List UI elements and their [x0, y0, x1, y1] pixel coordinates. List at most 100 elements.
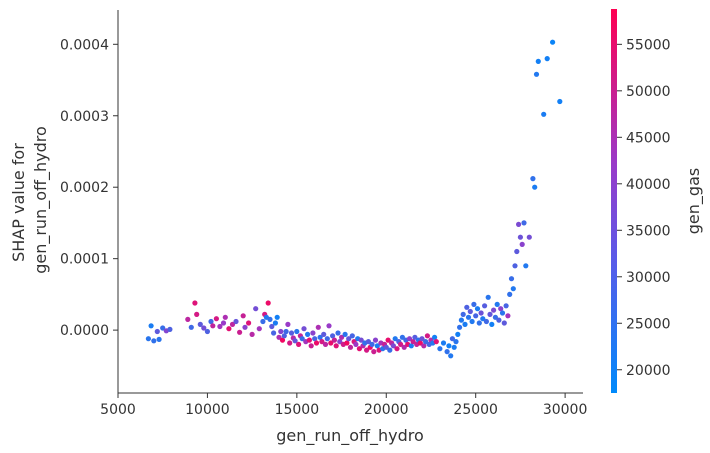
scatter-point: [285, 321, 291, 327]
scatter-point: [557, 98, 563, 105]
scatter-point: [328, 340, 334, 346]
scatter-point: [371, 349, 377, 355]
scatter-point: [491, 307, 497, 313]
scatter-point: [148, 323, 154, 329]
scatter-point: [544, 56, 550, 62]
scatter-point: [498, 306, 504, 312]
scatter-point: [281, 333, 287, 339]
scatter-point: [406, 336, 413, 342]
colorbar-tick-label: 20000: [626, 363, 671, 379]
scatter-point: [279, 337, 286, 343]
scatter-point: [432, 334, 438, 340]
scatter-point: [151, 338, 157, 344]
scatter-point: [313, 340, 320, 346]
scatter-point: [296, 341, 302, 347]
colorbar-tick-label: 55000: [626, 37, 671, 53]
colorbar: [611, 9, 617, 393]
colorbar-tick-label: 35000: [626, 223, 671, 239]
scatter-point: [310, 330, 316, 336]
scatter-point: [222, 314, 228, 320]
scatter-point: [457, 324, 463, 330]
scatter-point: [160, 325, 166, 331]
scatter-point: [446, 343, 452, 349]
scatter-point: [312, 336, 318, 342]
scatter-point: [347, 344, 354, 350]
scatter-point: [272, 320, 278, 326]
scatter-point: [365, 339, 371, 345]
scatter-point: [194, 311, 200, 317]
scatter-point: [489, 321, 495, 327]
scatter-point: [154, 328, 160, 335]
scatter-point: [480, 316, 486, 322]
scatter-point: [294, 328, 300, 335]
y-axis-ticks: 0.0000 0.0001 0.0002 0.0003 0.0004: [60, 37, 118, 339]
scatter-point: [473, 313, 479, 319]
scatter-point: [533, 71, 540, 77]
scatter-point: [401, 344, 407, 350]
scatter-point: [514, 248, 520, 255]
scatter-point: [240, 313, 246, 319]
scatter-point: [242, 324, 248, 330]
scatter-point: [390, 343, 396, 349]
scatter-point: [306, 337, 312, 343]
scatter-points: [145, 39, 563, 359]
scatter-point: [421, 343, 427, 349]
scatter-point: [246, 320, 252, 326]
scatter-point: [464, 304, 470, 310]
scatter-point: [226, 326, 232, 332]
colorbar-ticks: 20000 25000 30000 35000 40000 45000 50000 55000: [617, 37, 671, 379]
scatter-point: [508, 276, 515, 282]
x-tick-label: 10000: [185, 402, 230, 418]
scatter-point: [333, 343, 339, 349]
scatter-point: [322, 341, 329, 347]
scatter-point: [339, 334, 345, 340]
scatter-point: [274, 314, 280, 320]
scatter-point: [423, 339, 429, 345]
scatter-point: [433, 339, 439, 345]
scatter-point: [335, 330, 341, 336]
colorbar-tick-label: 45000: [626, 130, 671, 146]
scatter-point: [233, 318, 239, 325]
colorbar-tick-label: 25000: [626, 316, 671, 332]
scatter-point: [220, 320, 227, 326]
scatter-point: [308, 343, 314, 349]
scatter-point: [398, 341, 404, 347]
scatter-point: [476, 320, 482, 326]
scatter-point: [487, 311, 493, 317]
scatter-point: [499, 310, 506, 316]
scatter-point: [237, 329, 243, 335]
scatter-point: [408, 343, 414, 349]
scatter-point: [319, 339, 325, 345]
x-tick-label: 30000: [543, 402, 588, 418]
scatter-point: [394, 346, 400, 352]
scatter-point: [469, 318, 475, 325]
scatter-point: [541, 111, 547, 117]
scatter-point: [501, 320, 507, 326]
scatter-point: [192, 300, 198, 306]
scatter-point: [331, 337, 337, 343]
scatter-point: [283, 328, 289, 335]
scatter-point: [301, 326, 307, 332]
scatter-point: [417, 340, 423, 346]
scatter-point: [315, 324, 321, 330]
scatter-point: [471, 301, 477, 307]
scatter-point: [485, 294, 491, 300]
scatter-point: [530, 176, 536, 182]
scatter-point: [321, 331, 327, 337]
scatter-point: [482, 303, 488, 309]
x-tick-label: 15000: [275, 402, 320, 418]
scatter-point: [503, 303, 509, 309]
y-axis-label-line-1: SHAP value for: [9, 143, 28, 262]
scatter-point: [210, 323, 216, 329]
scatter-point: [346, 336, 352, 342]
scatter-point: [229, 321, 236, 327]
scatter-point: [271, 330, 277, 336]
scatter-point: [424, 333, 430, 339]
scatter-point: [145, 336, 151, 342]
scatter-point: [410, 339, 416, 345]
y-tick-label: 0.0001: [60, 252, 109, 268]
scatter-point: [532, 184, 538, 190]
scatter-point: [523, 263, 529, 269]
scatter-point: [385, 337, 391, 343]
scatter-point: [440, 340, 447, 346]
